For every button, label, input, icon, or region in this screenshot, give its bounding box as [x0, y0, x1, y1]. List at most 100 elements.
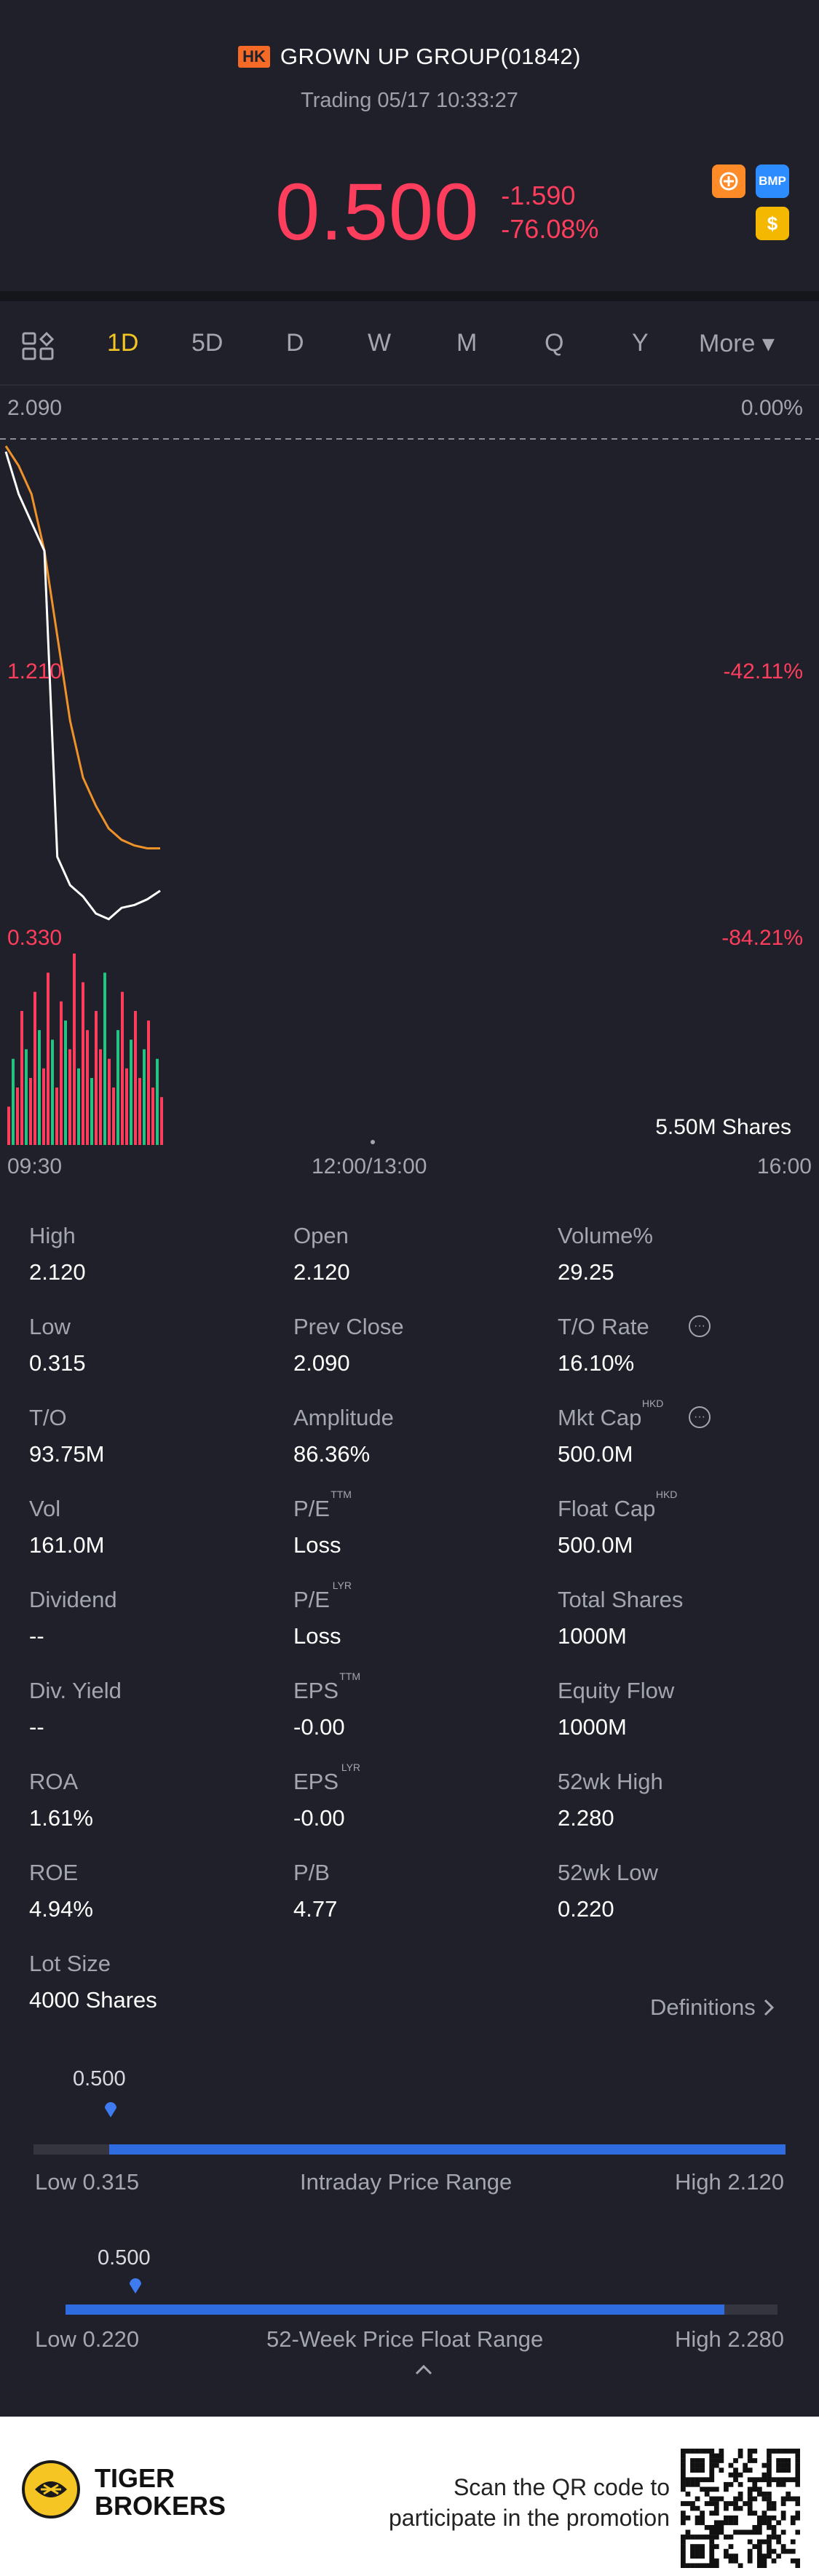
qr-module [681, 2453, 686, 2459]
volume-bar [108, 1058, 111, 1145]
qr-module [724, 2520, 729, 2526]
tab-y[interactable]: Y [632, 329, 649, 357]
layout-grid-icon[interactable] [22, 332, 54, 361]
dollar-label: $ [767, 212, 778, 234]
qr-module [747, 2529, 753, 2535]
qr-module [728, 2558, 734, 2564]
volume-bar [29, 1077, 32, 1145]
to-rate-info-icon[interactable]: ··· [689, 1315, 711, 1337]
qr-module [752, 2524, 758, 2530]
qr-module [719, 2529, 724, 2535]
price-block: 0.500 -1.590 -76.08% [275, 166, 598, 258]
stat-value: 1.61% [29, 1805, 93, 1831]
stat-label: EPS TTM [293, 1671, 361, 1703]
qr-module [695, 2520, 700, 2526]
qr-module [733, 2472, 738, 2478]
qr-module [713, 2462, 719, 2468]
qr-module [695, 2544, 700, 2549]
stat-value: 2.090 [293, 1350, 350, 1376]
stat-label: P/B [293, 1860, 330, 1885]
mkt-cap-info-icon[interactable]: ··· [689, 1406, 711, 1428]
volume-bar [68, 1049, 71, 1145]
qr-module [767, 2539, 772, 2545]
qr-module [690, 2481, 695, 2487]
stat-high: High 2.120 [29, 1223, 86, 1285]
qr-module [767, 2515, 772, 2521]
definitions-label: Definitions [650, 1994, 756, 2020]
stat-label: Mkt Cap HKD [558, 1398, 664, 1430]
qr-module [709, 2553, 715, 2559]
qr-module [709, 2449, 715, 2454]
qr-module [700, 2553, 705, 2559]
tab-5d[interactable]: 5D [191, 329, 223, 357]
intraday-chart[interactable]: 2.090 0.00% 1.210 -42.11% 0.330 -84.21% … [0, 386, 819, 1201]
qr-module [681, 2462, 686, 2468]
qr-module [752, 2486, 758, 2492]
stat-label: Div. Yield [29, 1678, 122, 1703]
tab-w[interactable]: W [368, 329, 392, 357]
stat-t-o-rate: T/O Rate 16.10% [558, 1314, 649, 1376]
qr-module [690, 2535, 695, 2540]
qr-code[interactable] [681, 2449, 800, 2568]
qr-module [709, 2472, 715, 2478]
stat-value: 500.0M [558, 1532, 633, 1558]
qr-module [704, 2524, 710, 2530]
stat-label: T/O Rate [558, 1314, 649, 1339]
volume-bar [77, 1068, 80, 1145]
intraday-fill [109, 2144, 786, 2155]
qr-module [780, 2477, 786, 2483]
qr-module [747, 2539, 753, 2545]
tab-q[interactable]: Q [545, 329, 564, 357]
qr-module [771, 2477, 777, 2483]
tab-more[interactable]: More ▾ [699, 330, 775, 357]
stock-name[interactable]: GROWN UP GROUP(01842) [280, 44, 581, 69]
stat-vol: Vol 161.0M [29, 1496, 104, 1558]
stat-superscript: LYR [341, 1761, 361, 1773]
qr-module [728, 2515, 734, 2521]
collapse-chevron-up-icon[interactable] [415, 2362, 432, 2377]
qr-module [681, 2501, 686, 2506]
qr-module [733, 2468, 738, 2473]
qr-module [709, 2462, 715, 2468]
volume-bar [160, 1097, 163, 1145]
qr-module [709, 2510, 715, 2516]
qr-module [709, 2558, 715, 2564]
stat-superscript: TTM [331, 1489, 352, 1500]
qr-module [776, 2539, 781, 2545]
dollar-icon[interactable]: $ [756, 207, 789, 240]
pct-label-mid: -42.11% [723, 659, 803, 683]
bmp-label: BMP [759, 174, 786, 188]
qr-module [756, 2548, 762, 2554]
stat-value: -0.00 [293, 1805, 345, 1831]
qr-module [733, 2505, 738, 2511]
qr-module [767, 2501, 772, 2506]
bmp-icon[interactable]: BMP [756, 165, 789, 198]
stat-amplitude: Amplitude 86.36% [293, 1405, 394, 1467]
qr-module [695, 2462, 700, 2468]
volume-bar [16, 1087, 19, 1145]
tab-m[interactable]: M [456, 329, 478, 357]
qr-module [795, 2462, 800, 2468]
qr-module [704, 2449, 710, 2454]
qr-module [690, 2544, 695, 2549]
stat-value: 161.0M [29, 1532, 105, 1558]
qr-module [737, 2481, 743, 2487]
definitions-link[interactable]: Definitions [650, 1994, 775, 2021]
qr-module [685, 2481, 691, 2487]
volume-bar [73, 954, 76, 1145]
qr-module [767, 2481, 772, 2487]
qr-module [795, 2529, 800, 2535]
qr-module [733, 2496, 738, 2502]
qr-module [695, 2553, 700, 2559]
week52-pin-icon [130, 2278, 141, 2294]
qr-module [713, 2558, 719, 2564]
qr-module [771, 2449, 777, 2454]
qr-module [776, 2468, 781, 2473]
tab-d[interactable]: D [286, 329, 304, 357]
qr-module [713, 2486, 719, 2492]
sparkle-icon[interactable] [712, 165, 745, 198]
tab-1d[interactable]: 1D [107, 329, 139, 357]
stat-superscript: HKD [641, 1398, 664, 1409]
qr-module [681, 2553, 686, 2559]
volume-bar [156, 1058, 159, 1145]
